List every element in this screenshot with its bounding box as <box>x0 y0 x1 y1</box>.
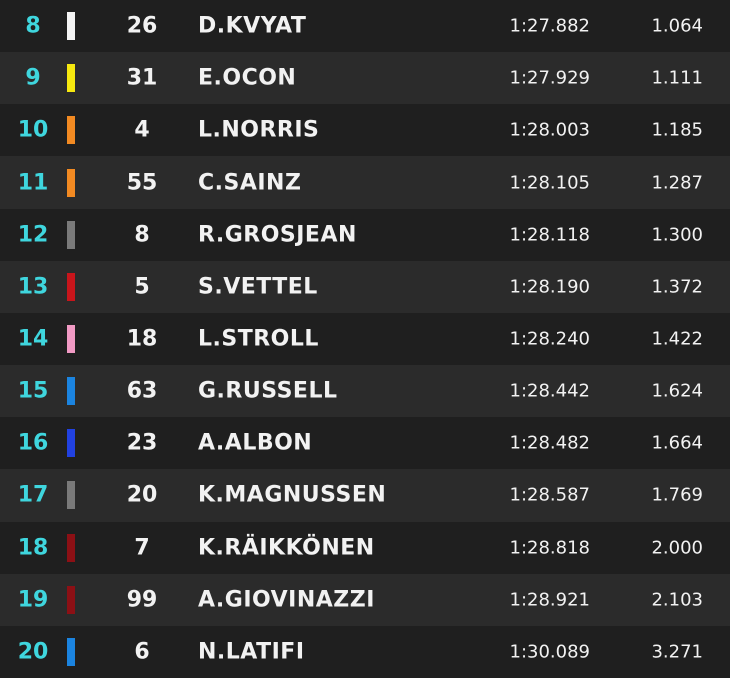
lap-time: 1:28.003 <box>509 119 591 141</box>
gap-to-leader: 1.185 <box>651 119 703 141</box>
table-row: 19 99 A.GIOVINAZZI 1:28.921 2.103 <box>0 573 730 626</box>
table-row: 16 23 A.ALBON 1:28.482 1.664 <box>0 417 730 470</box>
gap-to-leader: 2.000 <box>651 537 703 559</box>
gap-to-leader: 3.271 <box>651 641 703 663</box>
position: 9 <box>25 65 41 91</box>
table-row: 12 8 R.GROSJEAN 1:28.118 1.300 <box>0 208 730 261</box>
driver-name: K.MAGNUSSEN <box>198 482 387 508</box>
car-number: 63 <box>126 378 158 404</box>
driver-name: K.RÄIKKÖNEN <box>198 535 375 561</box>
driver-name: G.RUSSELL <box>198 378 338 404</box>
team-color-bar <box>67 64 75 93</box>
lap-time: 1:28.190 <box>509 276 591 298</box>
team-color-bar <box>67 429 75 458</box>
position: 15 <box>17 378 49 404</box>
driver-name: L.STROLL <box>198 326 319 352</box>
team-color-bar <box>67 481 75 510</box>
lap-time: 1:28.105 <box>509 172 591 194</box>
car-number: 18 <box>126 326 158 352</box>
team-color-bar <box>67 220 75 249</box>
lap-time: 1:30.089 <box>509 641 591 663</box>
gap-to-leader: 1.064 <box>651 15 703 37</box>
driver-name: S.VETTEL <box>198 274 318 300</box>
table-row: 8 26 D.KVYAT 1:27.882 1.064 <box>0 0 730 53</box>
lap-time: 1:28.442 <box>509 380 591 402</box>
car-number: 31 <box>126 65 158 91</box>
position: 19 <box>17 587 49 613</box>
team-color-bar <box>67 324 75 353</box>
car-number: 5 <box>134 274 150 300</box>
driver-name: D.KVYAT <box>198 13 307 39</box>
car-number: 20 <box>126 482 158 508</box>
gap-to-leader: 1.372 <box>651 276 703 298</box>
position: 8 <box>25 13 41 39</box>
team-color-bar <box>67 637 75 666</box>
lap-time: 1:28.921 <box>509 589 591 611</box>
table-row: 13 5 S.VETTEL 1:28.190 1.372 <box>0 260 730 313</box>
lap-time: 1:28.818 <box>509 537 591 559</box>
car-number: 23 <box>126 430 158 456</box>
gap-to-leader: 1.422 <box>651 328 703 350</box>
position: 13 <box>17 274 49 300</box>
driver-name: N.LATIFI <box>198 639 305 665</box>
position: 16 <box>17 430 49 456</box>
car-number: 7 <box>134 535 150 561</box>
car-number: 26 <box>126 13 158 39</box>
table-row: 10 4 L.NORRIS 1:28.003 1.185 <box>0 104 730 157</box>
position: 18 <box>17 535 49 561</box>
gap-to-leader: 1.624 <box>651 380 703 402</box>
table-row: 11 55 C.SAINZ 1:28.105 1.287 <box>0 156 730 209</box>
driver-name: A.ALBON <box>198 430 313 456</box>
position: 12 <box>17 222 49 248</box>
gap-to-leader: 2.103 <box>651 589 703 611</box>
gap-to-leader: 1.664 <box>651 432 703 454</box>
gap-to-leader: 1.287 <box>651 172 703 194</box>
lap-time: 1:28.587 <box>509 484 591 506</box>
team-color-bar <box>67 585 75 614</box>
table-row: 9 31 E.OCON 1:27.929 1.111 <box>0 52 730 105</box>
table-row: 20 6 N.LATIFI 1:30.089 3.271 <box>0 625 730 678</box>
driver-name: A.GIOVINAZZI <box>198 587 375 613</box>
driver-name: R.GROSJEAN <box>198 222 357 248</box>
lap-time: 1:27.882 <box>509 15 591 37</box>
position: 14 <box>17 326 49 352</box>
team-color-bar <box>67 272 75 301</box>
driver-name: L.NORRIS <box>198 117 320 143</box>
table-row: 17 20 K.MAGNUSSEN 1:28.587 1.769 <box>0 469 730 522</box>
team-color-bar <box>67 116 75 145</box>
driver-name: C.SAINZ <box>198 170 302 196</box>
team-color-bar <box>67 12 75 41</box>
car-number: 4 <box>134 117 150 143</box>
position: 10 <box>17 117 49 143</box>
car-number: 99 <box>126 587 158 613</box>
lap-time: 1:28.118 <box>509 224 591 246</box>
table-row: 14 18 L.STROLL 1:28.240 1.422 <box>0 312 730 366</box>
team-color-bar <box>67 168 75 197</box>
lap-time: 1:28.240 <box>509 328 591 350</box>
position: 17 <box>17 482 49 508</box>
gap-to-leader: 1.769 <box>651 484 703 506</box>
table-row: 15 63 G.RUSSELL 1:28.442 1.624 <box>0 365 730 418</box>
lap-time: 1:28.482 <box>509 432 591 454</box>
gap-to-leader: 1.300 <box>651 224 703 246</box>
position: 11 <box>17 170 49 196</box>
table-row: 18 7 K.RÄIKKÖNEN 1:28.818 2.000 <box>0 521 730 574</box>
team-color-bar <box>67 533 75 562</box>
car-number: 6 <box>134 639 150 665</box>
team-color-bar <box>67 377 75 406</box>
car-number: 8 <box>134 222 150 248</box>
gap-to-leader: 1.111 <box>651 67 703 89</box>
driver-name: E.OCON <box>198 65 297 91</box>
car-number: 55 <box>126 170 158 196</box>
position: 20 <box>17 639 49 665</box>
lap-time: 1:27.929 <box>509 67 591 89</box>
